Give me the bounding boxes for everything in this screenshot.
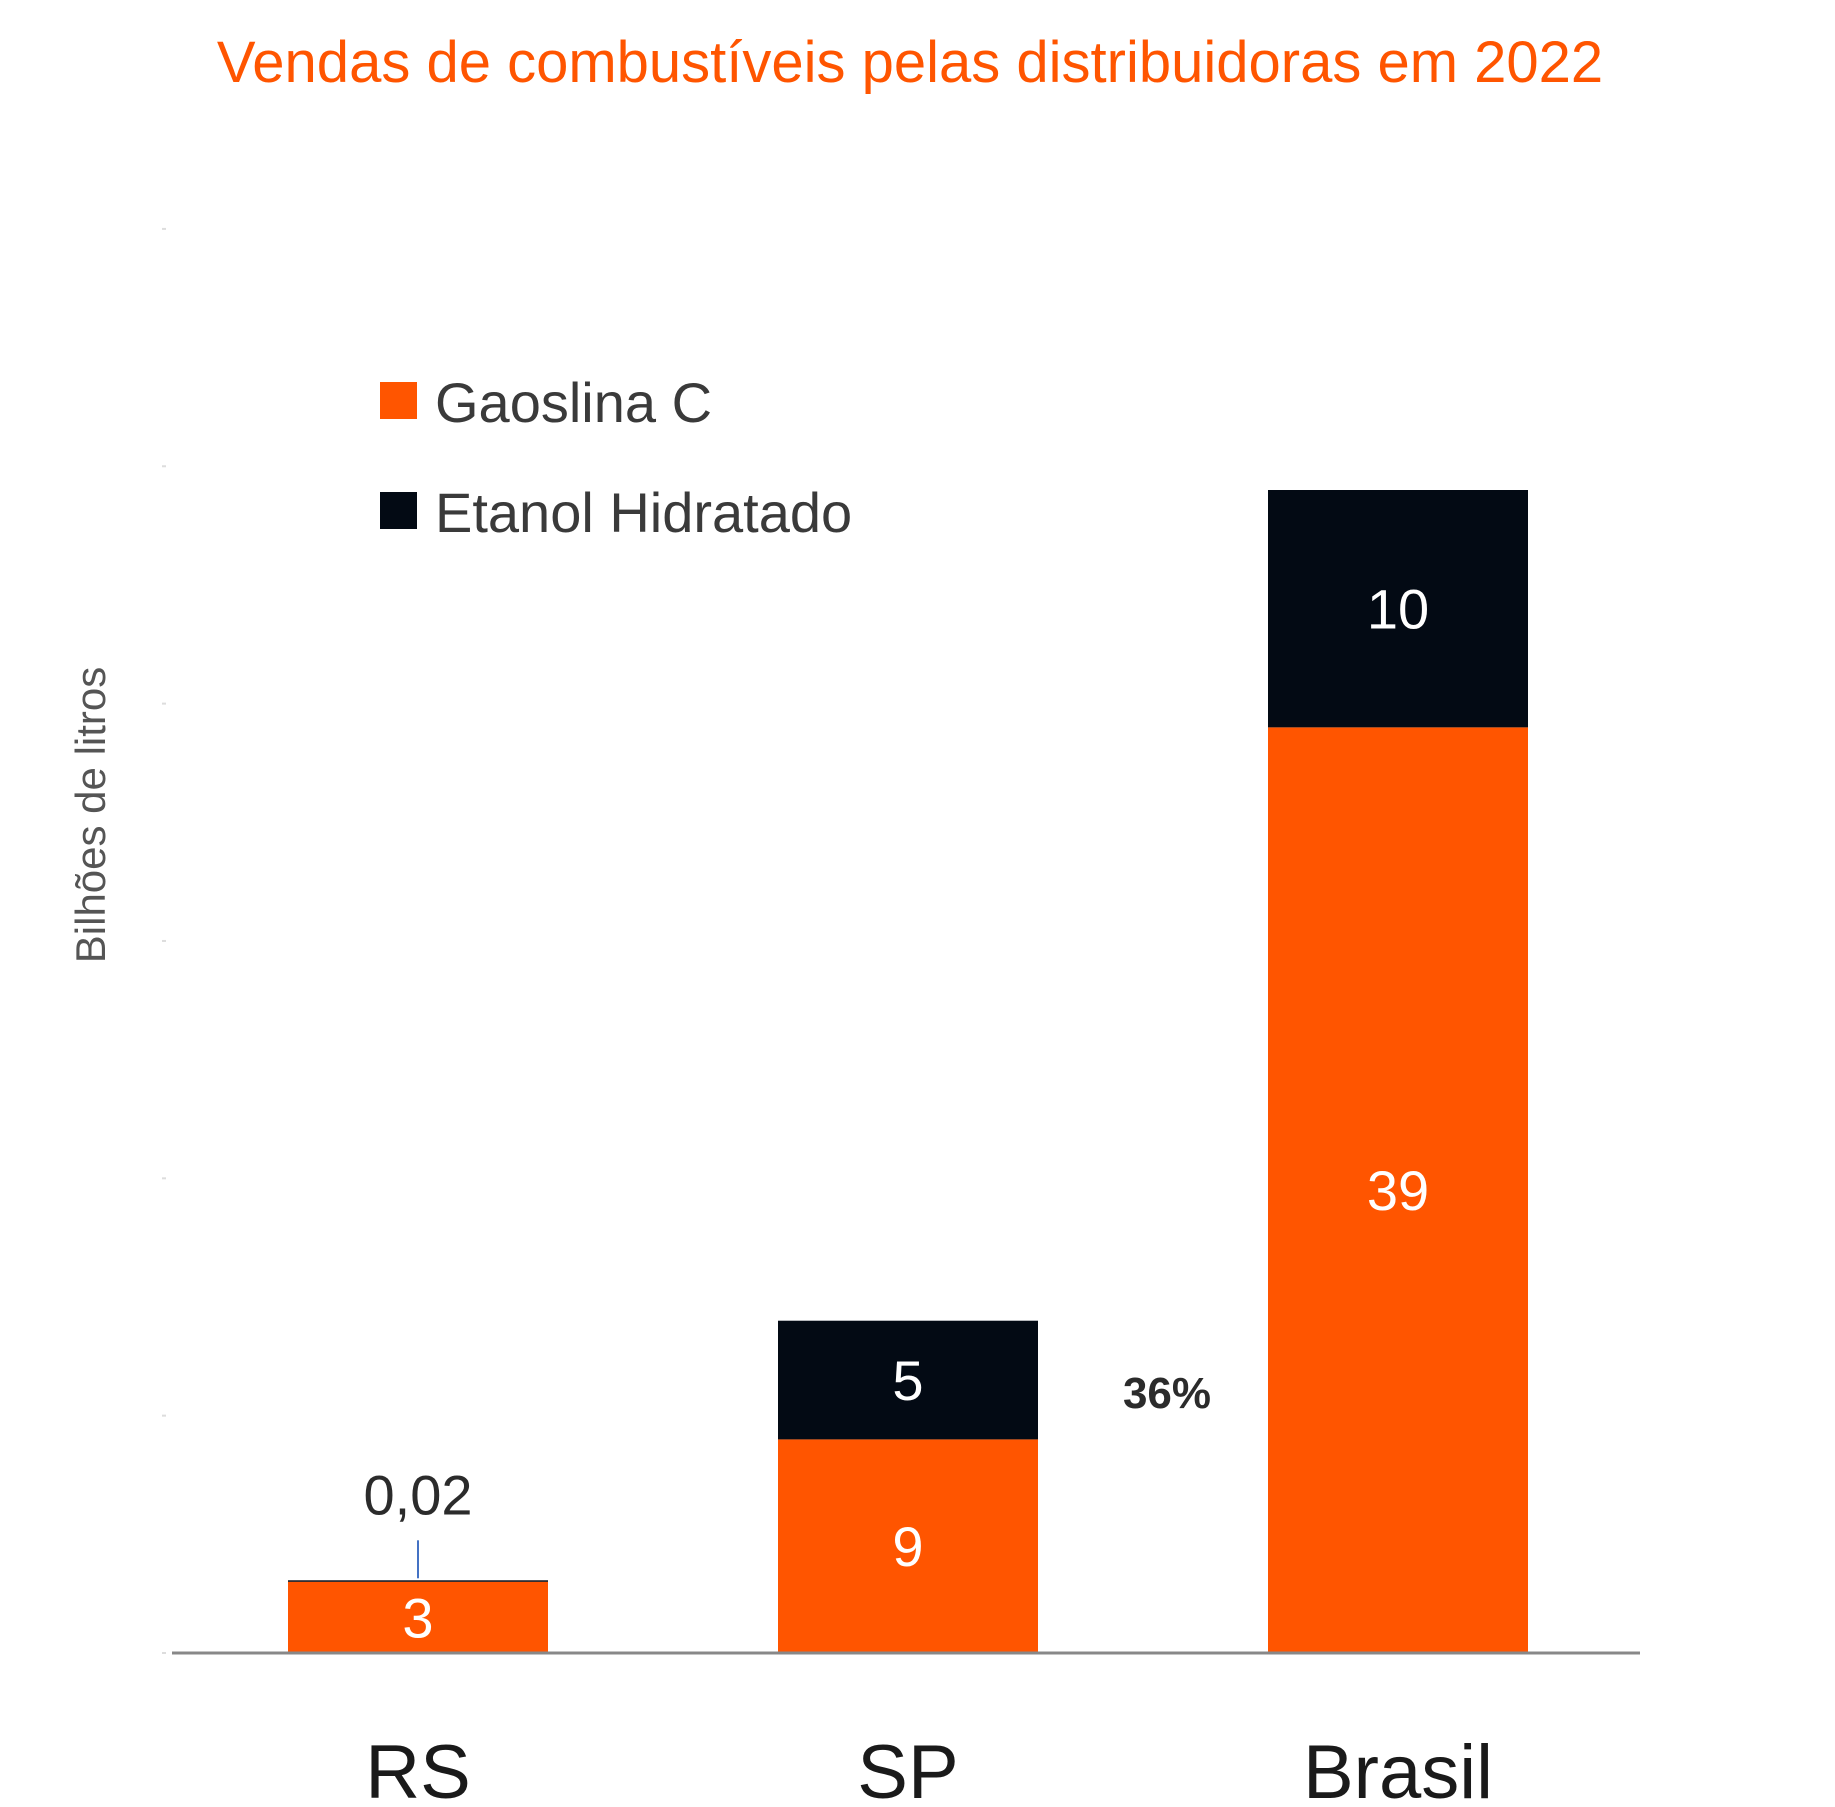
legend-swatch-etanol xyxy=(380,492,417,529)
y-axis-label: Bilhões de litros xyxy=(67,667,114,963)
data-label-rs-series-1: 0,02 xyxy=(364,1463,473,1526)
legend-item-etanol: Etanol Hidratado xyxy=(380,481,852,544)
data-label-rs-series-0: 3 xyxy=(402,1586,433,1649)
legend-swatch-gasolina xyxy=(380,382,417,419)
x-axis-labels: RS SP Brasil xyxy=(365,1730,1493,1807)
x-tick-label-sp: SP xyxy=(857,1730,958,1802)
bar-brasil-series-1 xyxy=(1268,490,1528,728)
data-label-sp-series-0: 9 xyxy=(892,1515,923,1578)
annotation-percentage: 36% xyxy=(1123,1369,1211,1418)
bars: 3 0,02 9 5 39 10 xyxy=(288,490,1528,1653)
legend-item-gasolina: Gaoslina C xyxy=(380,371,712,434)
chart-title: Vendas de combustíveis pelas distribuido… xyxy=(217,30,1603,95)
x-tick-label-rs: RS xyxy=(365,1730,471,1802)
bar-sp-series-1 xyxy=(778,1320,1038,1440)
bar-rs-series-0 xyxy=(288,1581,548,1653)
y-axis-ticks xyxy=(162,227,166,1654)
data-label-brasil-series-0: 39 xyxy=(1367,1159,1429,1222)
legend-label-gasolina: Gaoslina C xyxy=(435,371,712,434)
bar-brasil-series-0 xyxy=(1268,727,1528,1653)
data-label-brasil-series-1: 10 xyxy=(1367,578,1429,641)
legend-label-etanol: Etanol Hidratado xyxy=(435,481,852,544)
legend: Gaoslina C Etanol Hidratado xyxy=(380,371,852,544)
data-label-sp-series-1: 5 xyxy=(892,1349,923,1412)
bar-rs-series-1 xyxy=(288,1580,548,1582)
bar-sp-series-0 xyxy=(778,1439,1038,1653)
x-tick-label-brasil: Brasil xyxy=(1303,1730,1493,1802)
